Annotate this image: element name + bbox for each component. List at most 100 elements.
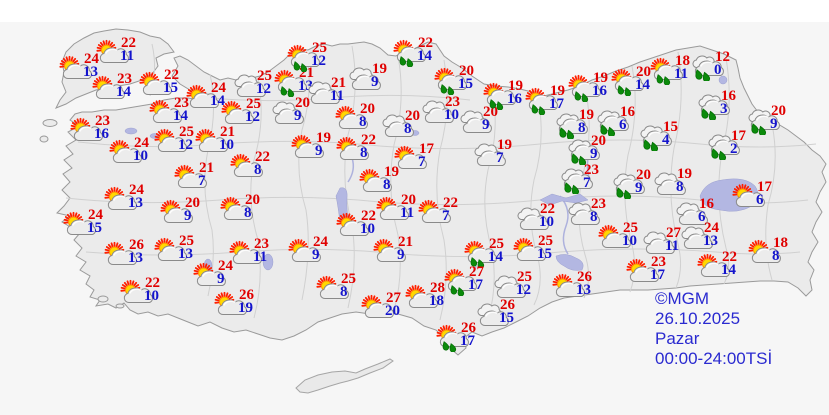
weather-station[interactable]: 21 7: [173, 161, 237, 194]
weather-station[interactable]: 19 8: [651, 167, 715, 200]
weather-station[interactable]: 16 6: [594, 105, 658, 138]
weather-station[interactable]: 19 8: [553, 108, 617, 141]
weather-station[interactable]: 23 16: [69, 114, 133, 147]
temp-low: 13: [83, 64, 98, 80]
weather-station[interactable]: 25 12: [153, 125, 217, 158]
station-temps: 28 18: [429, 281, 445, 309]
weather-station[interactable]: 19 16: [567, 70, 631, 104]
weather-station[interactable]: 26 15: [474, 298, 538, 331]
weather-station[interactable]: 16 6: [673, 197, 737, 230]
weather-station[interactable]: 19 17: [524, 84, 588, 117]
weather-station[interactable]: 17 6: [731, 180, 795, 213]
weather-station[interactable]: 19 7: [471, 138, 535, 171]
weather-station[interactable]: 22 10: [335, 209, 399, 242]
temp-low: 16: [94, 126, 109, 142]
weather-station[interactable]: 22 7: [417, 196, 481, 229]
weather-station[interactable]: 25 15: [512, 234, 576, 267]
weather-station[interactable]: 15 4: [637, 120, 701, 153]
temp-low: 13: [128, 195, 143, 211]
weather-station[interactable]: 24 14: [185, 81, 249, 114]
weather-station[interactable]: 19 9: [346, 61, 410, 95]
sun-cloud-icon: [219, 196, 255, 224]
weather-station[interactable]: 22 10: [119, 276, 183, 309]
station-temps: 19 8: [578, 108, 594, 136]
station-temps: 24 13: [83, 52, 99, 80]
sun-cloud-icon: [393, 145, 429, 173]
cloud-icon: [379, 112, 415, 140]
weather-station[interactable]: 20 9: [269, 96, 333, 129]
weather-station[interactable]: 20 15: [433, 64, 497, 97]
weather-station[interactable]: 22 15: [138, 68, 202, 101]
weather-station[interactable]: 22 8: [335, 133, 399, 166]
weather-station[interactable]: 26 19: [213, 288, 277, 321]
weather-station[interactable]: 22 11: [95, 36, 159, 69]
weather-station[interactable]: 24 15: [62, 208, 126, 241]
sun-cloud-icon: [62, 211, 98, 239]
weather-station[interactable]: 18 11: [649, 54, 713, 87]
weather-station[interactable]: 20 9: [159, 196, 223, 229]
weather-station[interactable]: 23 11: [228, 237, 292, 270]
temp-high: 19: [372, 61, 387, 77]
weather-station[interactable]: 24 13: [678, 221, 742, 254]
weather-station[interactable]: 27 20: [360, 291, 424, 324]
weather-station[interactable]: 12 0: [689, 50, 753, 83]
weather-station[interactable]: 20 9: [610, 168, 674, 201]
weather-station[interactable]: 20 14: [610, 65, 674, 98]
weather-station[interactable]: 24 9: [192, 259, 256, 292]
weather-station[interactable]: 24 13: [103, 183, 167, 216]
weather-station[interactable]: 22 14: [392, 36, 456, 69]
weather-station[interactable]: 21 11: [305, 76, 369, 109]
weather-station[interactable]: 23 7: [558, 163, 622, 196]
weather-station[interactable]: 25 12: [286, 41, 350, 74]
weather-station[interactable]: 21 10: [194, 125, 258, 158]
weather-station[interactable]: 19 16: [482, 79, 546, 112]
weather-station[interactable]: 27 11: [640, 226, 704, 259]
weather-station[interactable]: 17 7: [393, 142, 457, 175]
sun-cloud-icon: [375, 196, 411, 224]
weather-station[interactable]: 20 11: [375, 193, 439, 226]
temp-high: 25: [257, 68, 272, 84]
weather-station[interactable]: 23 14: [148, 96, 212, 129]
weather-station[interactable]: 26 13: [551, 270, 615, 303]
weather-station[interactable]: 23 8: [565, 197, 629, 230]
weather-station[interactable]: 20 8: [334, 102, 398, 135]
weather-station[interactable]: 21 9: [372, 235, 436, 268]
weather-station[interactable]: 20 8: [379, 109, 443, 142]
weather-station[interactable]: 19 9: [290, 131, 354, 164]
weather-station[interactable]: 23 14: [91, 72, 155, 105]
weather-station[interactable]: 20 9: [457, 105, 521, 138]
weather-station[interactable]: 26 17: [435, 321, 499, 354]
weather-station[interactable]: 22 10: [514, 202, 578, 235]
weather-station[interactable]: 23 10: [419, 95, 483, 128]
weather-station[interactable]: 26 13: [103, 238, 167, 271]
weather-station[interactable]: 20 9: [745, 104, 809, 137]
weather-station[interactable]: 25 12: [491, 270, 555, 303]
weather-station[interactable]: 20 8: [219, 193, 283, 226]
station-temps: 24 13: [128, 183, 144, 211]
station-temps: 18 11: [674, 54, 690, 82]
weather-station[interactable]: 25 13: [153, 234, 217, 267]
weather-station[interactable]: 22 8: [229, 150, 293, 183]
weather-station[interactable]: 16 3: [695, 89, 759, 122]
temp-low: 9: [217, 271, 225, 287]
weather-station[interactable]: 21 13: [273, 66, 337, 99]
weather-station[interactable]: 24 10: [108, 136, 172, 169]
weather-station[interactable]: 25 14: [463, 237, 527, 270]
weather-station[interactable]: 18 8: [747, 236, 811, 269]
weather-station[interactable]: 28 18: [404, 281, 468, 314]
weather-station[interactable]: 24 9: [287, 235, 351, 268]
temp-low: 7: [583, 175, 591, 191]
weather-station[interactable]: 17 2: [705, 129, 769, 162]
weather-station[interactable]: 20 9: [565, 134, 629, 167]
weather-station[interactable]: 25 8: [315, 272, 379, 305]
weather-station[interactable]: 25 12: [220, 97, 284, 130]
weather-station[interactable]: 24 13: [58, 52, 122, 85]
weather-station[interactable]: 27 17: [443, 265, 507, 298]
cloud-rain-icon: [610, 171, 646, 201]
weather-station[interactable]: 25 12: [231, 68, 295, 102]
weather-station[interactable]: 25 10: [597, 221, 661, 254]
weather-station[interactable]: 22 14: [696, 250, 760, 283]
weather-station[interactable]: 23 17: [625, 255, 689, 288]
temp-high: 19: [593, 70, 608, 86]
weather-station[interactable]: 19 8: [358, 165, 422, 198]
